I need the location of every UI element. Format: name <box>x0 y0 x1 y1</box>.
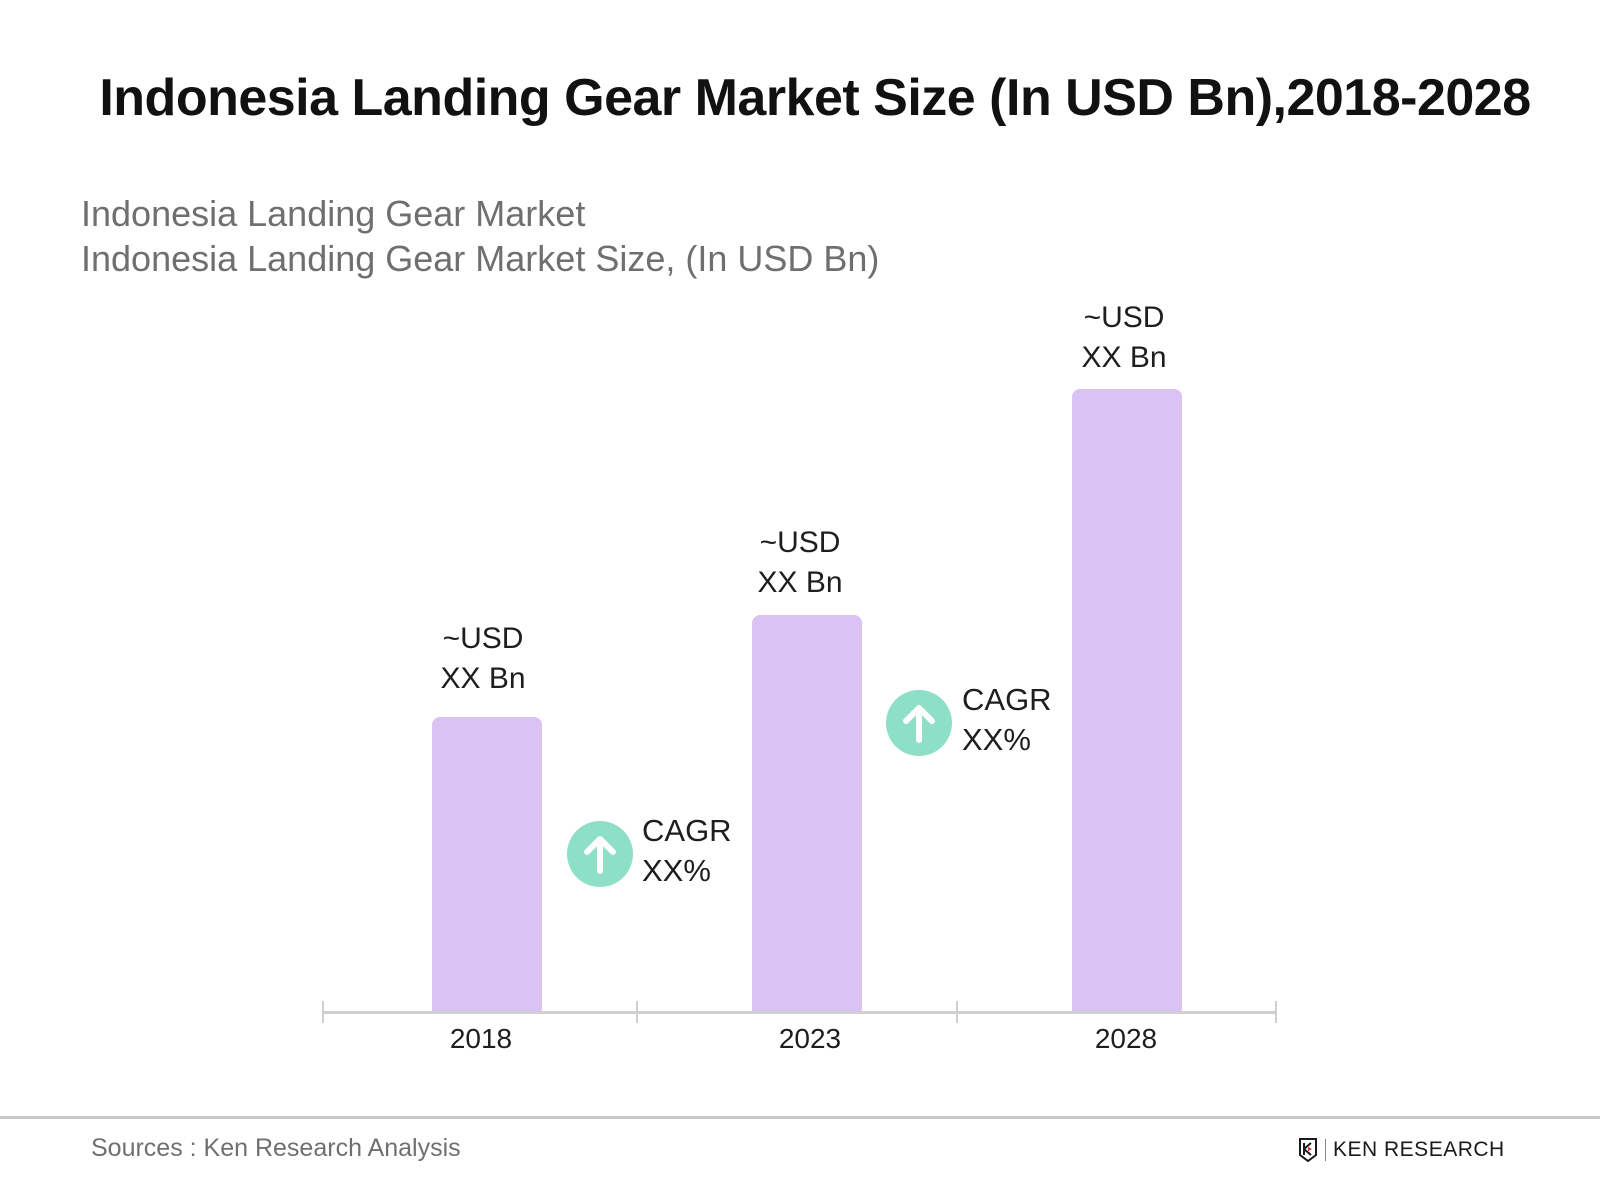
chart-title: Indonesia Landing Gear Market Size (In U… <box>99 69 1531 127</box>
arrow-up-icon <box>567 821 633 887</box>
bar-2018 <box>432 717 542 1012</box>
bar-label-line2: XX Bn <box>440 662 526 695</box>
ken-research-shield-icon <box>1299 1138 1317 1163</box>
axis-tick <box>1275 1001 1277 1023</box>
axis-tick <box>636 1001 638 1023</box>
bar-label-2023: ~USD XX Bn <box>700 523 900 603</box>
x-tick-label-2018: 2018 <box>449 1023 513 1054</box>
x-tick-label-2028: 2028 <box>1094 1023 1158 1054</box>
arrow-up-icon <box>886 690 952 756</box>
cagr-annotation-2018-2023: CAGR XX% <box>642 811 732 891</box>
cagr-label: CAGR <box>962 682 1052 717</box>
logo-text: KEN RESEARCH <box>1333 1138 1505 1161</box>
cagr-annotation-2023-2028: CAGR XX% <box>962 680 1052 760</box>
bar-label-line2: XX Bn <box>757 566 843 599</box>
bar-label-line1: ~USD <box>759 526 841 559</box>
bar-2023 <box>752 615 862 1012</box>
bar-label-line1: ~USD <box>442 622 524 655</box>
cagr-value: XX% <box>642 853 711 888</box>
bar-label-2028: ~USD XX Bn <box>1024 298 1224 378</box>
chart-subtitle-market: Indonesia Landing Gear Market <box>81 193 586 234</box>
ken-research-logo: KEN RESEARCH <box>1298 1137 1505 1163</box>
x-axis <box>322 1011 1277 1014</box>
chart-subtitle-unit: Indonesia Landing Gear Market Size, (In … <box>81 238 880 279</box>
bar-label-2018: ~USD XX Bn <box>383 619 583 699</box>
footer-divider <box>0 1116 1600 1119</box>
axis-tick <box>322 1001 324 1023</box>
cagr-label: CAGR <box>642 813 732 848</box>
bar-label-line1: ~USD <box>1083 301 1165 334</box>
bar-2028 <box>1072 389 1182 1012</box>
bar-label-line2: XX Bn <box>1081 341 1167 374</box>
logo-separator <box>1325 1139 1326 1161</box>
source-note: Sources : Ken Research Analysis <box>91 1134 461 1162</box>
axis-tick <box>956 1001 958 1023</box>
x-tick-label-2023: 2023 <box>778 1023 842 1054</box>
cagr-value: XX% <box>962 722 1031 757</box>
